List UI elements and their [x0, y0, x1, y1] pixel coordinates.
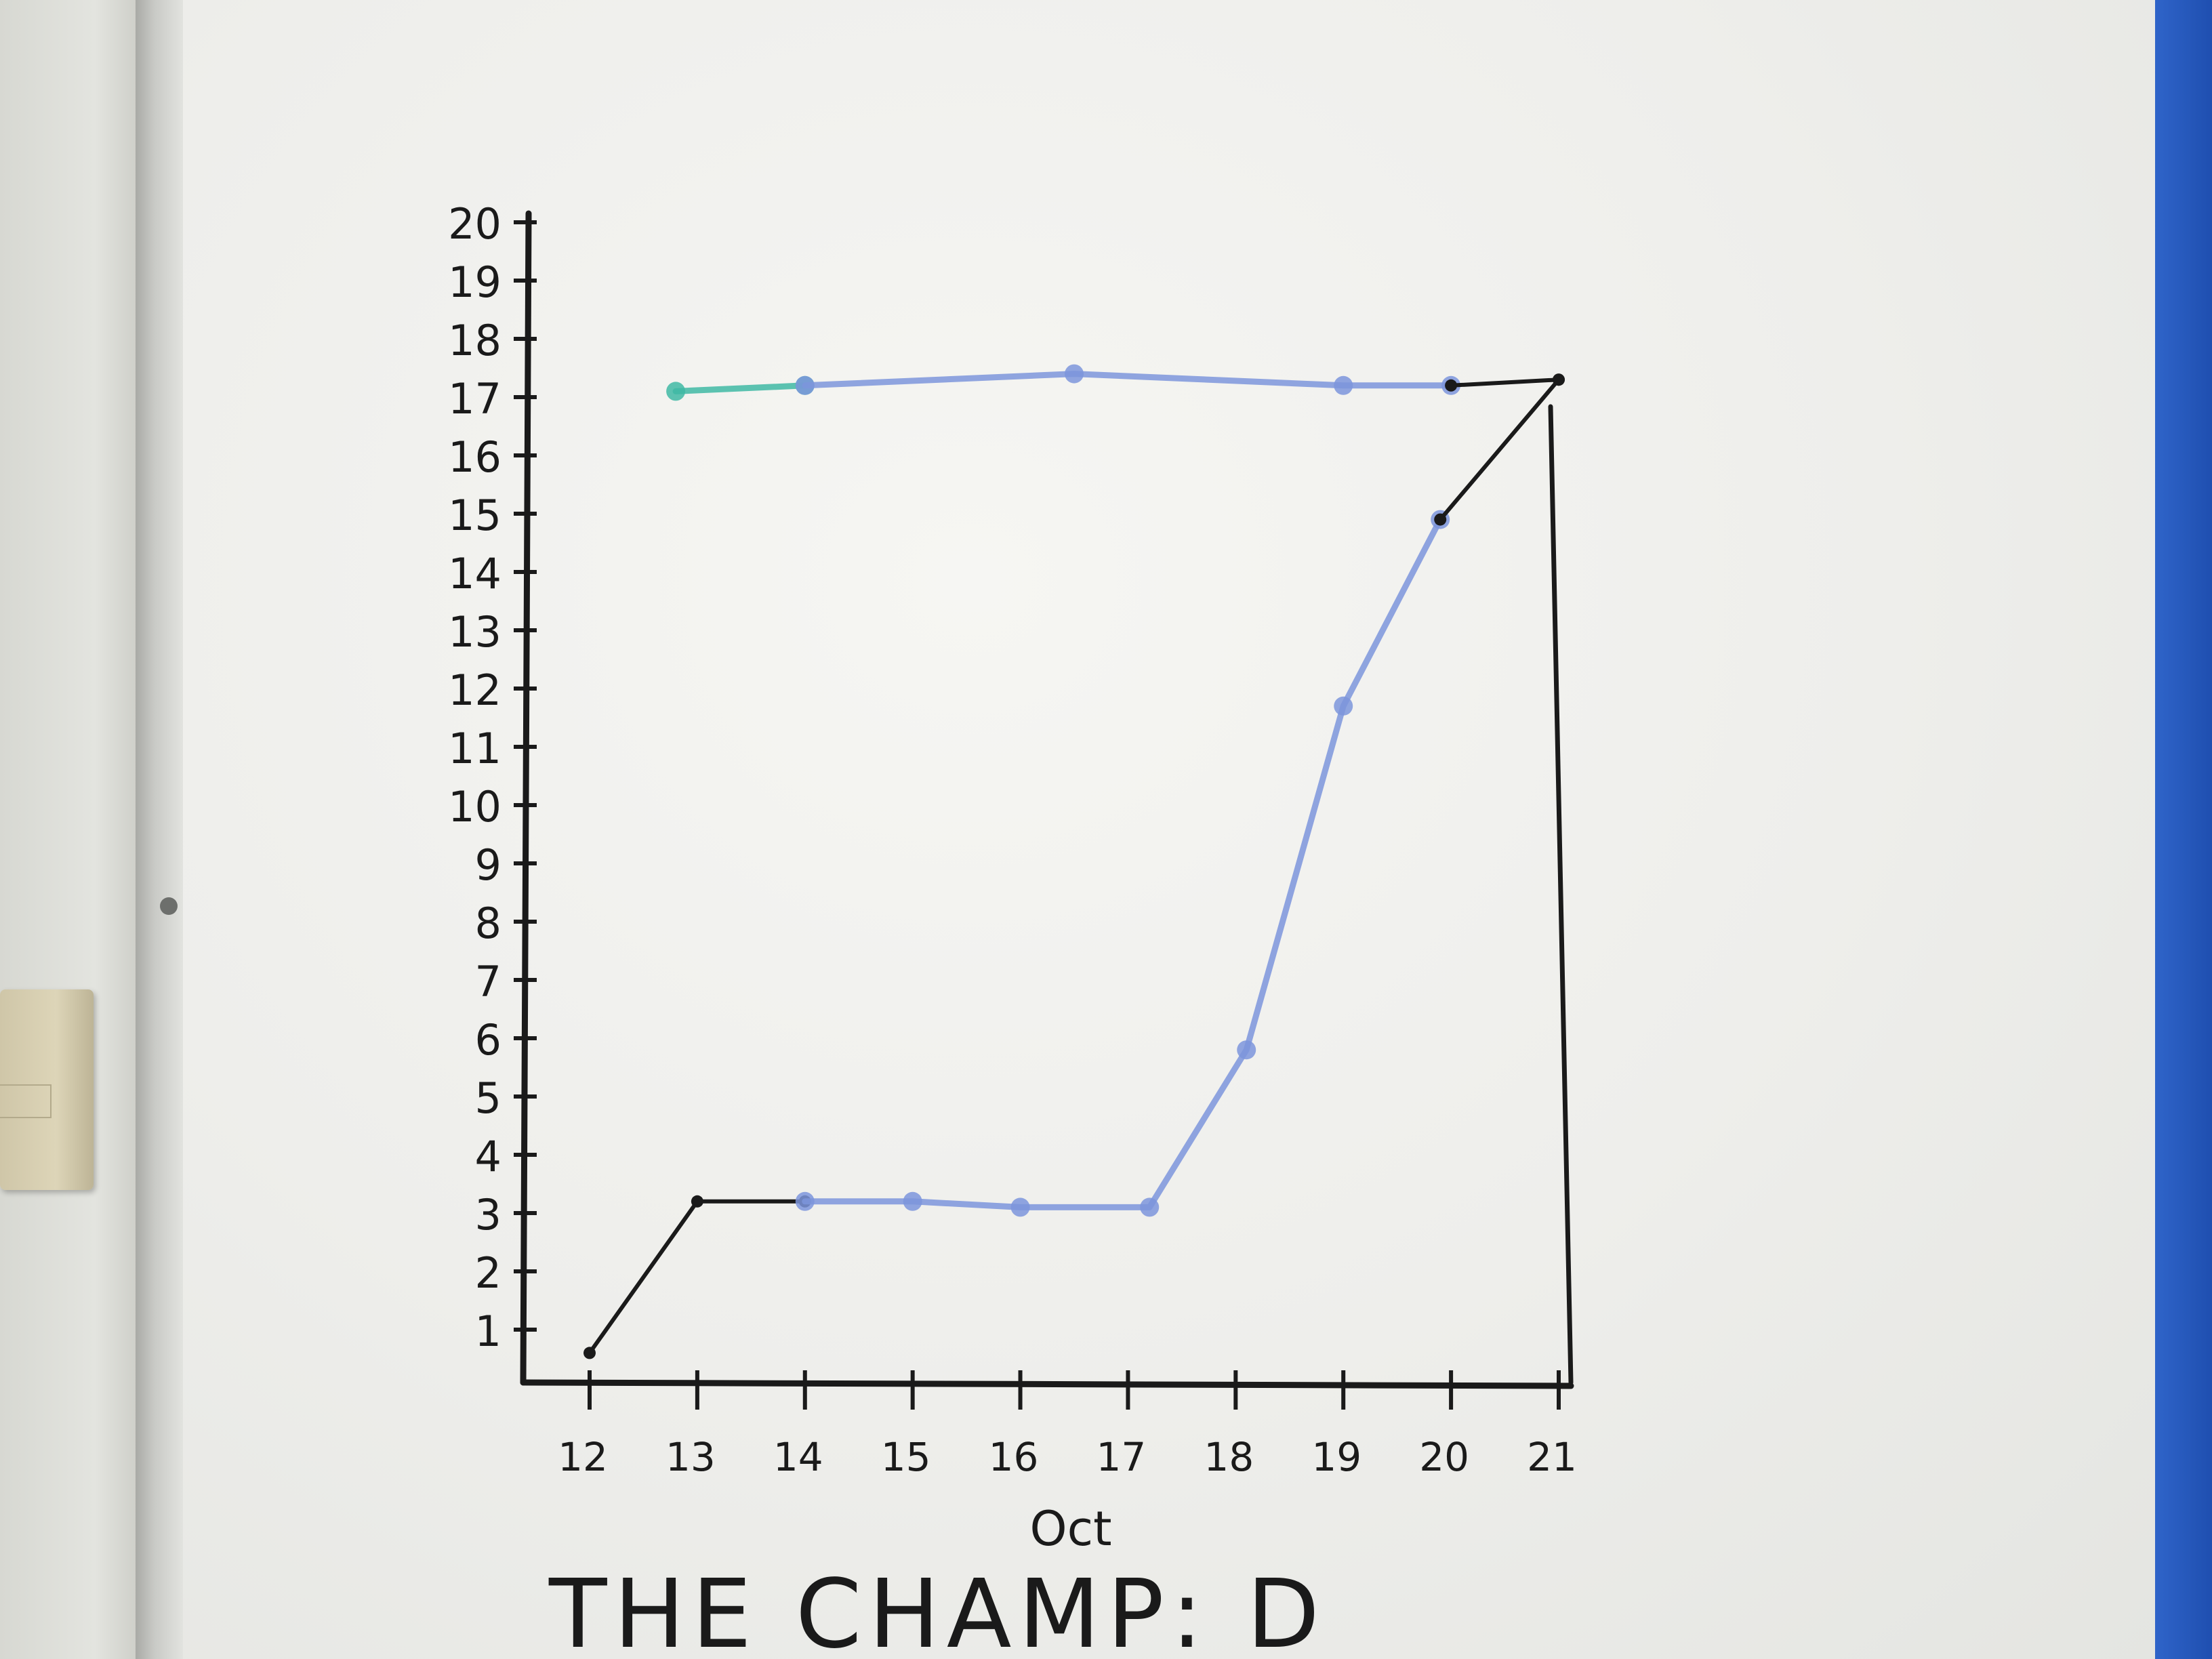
y-tick-label: 11: [448, 724, 501, 773]
x-axis-line: [520, 1379, 1574, 1389]
x-tick-label: 14: [773, 1434, 823, 1480]
chart-series: [583, 364, 1565, 1359]
y-tick-label: 7: [475, 957, 501, 1006]
data-point: [666, 382, 686, 401]
series-line-5: [1449, 377, 1561, 388]
y-tick-label: 13: [448, 607, 501, 657]
y-tick-label: 16: [448, 432, 501, 482]
series-line-2: [1438, 377, 1561, 522]
y-tick-label: 4: [475, 1132, 501, 1181]
y-tick-label: 20: [448, 199, 501, 249]
wall: [0, 0, 136, 1659]
y-tick-label: 15: [448, 491, 501, 540]
x-tick-label: 20: [1419, 1434, 1469, 1480]
x-tick-label: 19: [1311, 1434, 1361, 1480]
right-boundary-line: [1548, 404, 1574, 1385]
data-point: [1010, 1197, 1030, 1217]
data-point: [795, 375, 815, 395]
y-tick-label: 6: [475, 1015, 501, 1065]
y-tick-label: 2: [475, 1248, 501, 1298]
data-point: [1140, 1197, 1160, 1217]
data-point: [691, 1195, 703, 1208]
data-point: [1334, 375, 1353, 395]
series-line-0: [588, 1199, 807, 1355]
y-tick-label: 12: [448, 665, 501, 715]
data-point: [1334, 696, 1353, 716]
chart-labels: Oct THE CHAMP: D: [548, 1501, 1326, 1659]
x-tick-label: 16: [989, 1434, 1039, 1480]
whiteboard-frame: [136, 0, 183, 1659]
thermostat-slot: [0, 1084, 52, 1118]
y-tick-label: 3: [475, 1190, 501, 1240]
x-tick-label: 21: [1527, 1434, 1577, 1480]
y-tick-label: 19: [448, 258, 501, 307]
series-line-1: [802, 516, 1443, 1210]
y-tick-label: 8: [475, 899, 501, 948]
series-line-4: [802, 371, 1454, 389]
x-tick-label: 18: [1204, 1434, 1254, 1480]
wall-thermostat: [0, 989, 94, 1190]
blue-wall-edge: [2155, 0, 2212, 1659]
x-tick-label: 17: [1097, 1434, 1147, 1480]
series-line-3: [672, 382, 808, 394]
y-tick-label: 18: [448, 316, 501, 365]
y-tick-label: 10: [448, 782, 501, 832]
y-tick-label: 1: [475, 1307, 501, 1356]
data-point: [1445, 379, 1458, 392]
y-axis-line: [520, 210, 532, 1386]
data-point: [1065, 364, 1084, 384]
data-point: [583, 1347, 596, 1359]
data-point: [1434, 513, 1447, 526]
y-tick-label: 9: [475, 840, 501, 890]
x-axis-label: Oct: [1029, 1501, 1111, 1557]
x-tick-label: 15: [881, 1434, 931, 1480]
x-tick-label: 13: [665, 1434, 716, 1480]
chart-title: THE CHAMP: D: [548, 1559, 1326, 1659]
data-point: [795, 1191, 815, 1211]
frame-screw: [160, 897, 178, 915]
data-point: [1553, 373, 1565, 386]
y-tick-label: 17: [448, 374, 501, 424]
data-point: [1237, 1040, 1256, 1060]
y-tick-label: 5: [475, 1073, 501, 1123]
data-point: [903, 1191, 922, 1211]
x-tick-label: 12: [558, 1434, 608, 1480]
y-tick-label: 14: [448, 549, 501, 598]
